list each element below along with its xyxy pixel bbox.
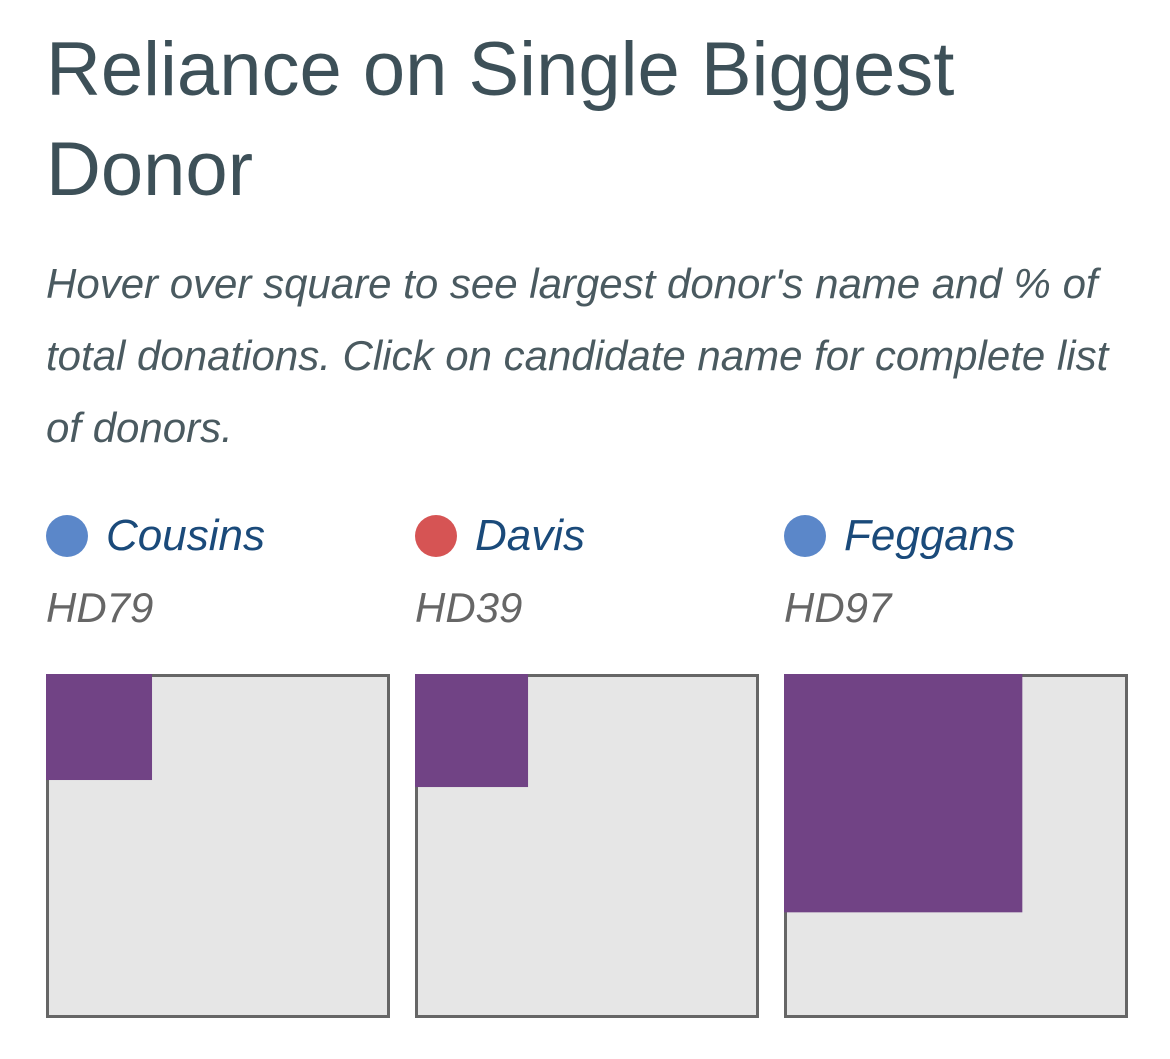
- largest-donor-square[interactable]: [415, 674, 529, 788]
- district-label: HD79: [46, 584, 154, 631]
- chart-subtitle: Hover over square to see largest donor's…: [46, 260, 1109, 451]
- party-dot: [46, 515, 88, 557]
- chart-title: Reliance on Single Biggest Donor: [46, 27, 955, 212]
- donor-square-feggans[interactable]: [784, 674, 1128, 1018]
- donor-square-cousins[interactable]: [46, 674, 390, 1018]
- party-dot: [784, 515, 826, 557]
- largest-donor-square[interactable]: [784, 674, 1023, 913]
- largest-donor-square[interactable]: [46, 674, 153, 781]
- candidate-davis: Davis HD39: [415, 500, 759, 1018]
- district-label: HD39: [415, 584, 523, 631]
- candidate-header: Cousins: [46, 500, 390, 572]
- candidate-name-link[interactable]: Feggans: [844, 511, 1016, 560]
- candidate-cousins: Cousins HD79: [46, 500, 390, 1018]
- donor-square-davis[interactable]: [415, 674, 759, 1018]
- candidate-header: Feggans: [784, 500, 1128, 572]
- party-dot: [415, 515, 457, 557]
- candidate-name-link[interactable]: Davis: [475, 511, 586, 560]
- district-label: HD97: [784, 584, 892, 631]
- candidate-name-link[interactable]: Cousins: [106, 511, 265, 560]
- candidate-feggans: Feggans HD97: [784, 500, 1128, 1018]
- candidate-header: Davis: [415, 500, 759, 572]
- candidate-grid: Cousins HD79 Davis HD39 Feggans HD97: [46, 500, 1128, 1040]
